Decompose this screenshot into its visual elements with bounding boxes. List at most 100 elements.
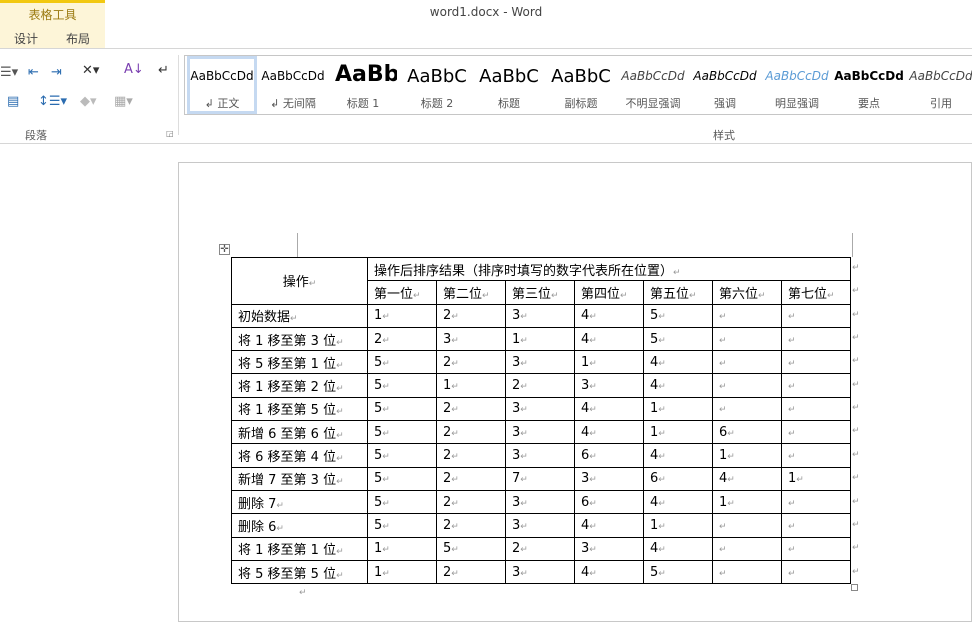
value-cell[interactable]: 2↵ [505, 373, 575, 398]
distribute-icon[interactable]: ▤ [7, 94, 20, 109]
style-heading-1[interactable]: AaBb 标题 1 [335, 62, 397, 110]
style-emphasis[interactable]: AaBbCcDd 强调 [693, 69, 757, 110]
style-quote[interactable]: AaBbCcDd 引用 [909, 69, 972, 110]
value-cell[interactable]: 2↵ [436, 489, 506, 515]
value-cell[interactable]: 6↵ [712, 420, 782, 445]
operation-cell[interactable]: 新增 7 至第 3 位↵ [231, 466, 368, 491]
value-cell[interactable]: 6↵ [574, 443, 644, 468]
value-cell[interactable]: ↵ [781, 303, 851, 328]
value-cell[interactable]: ↵ [712, 396, 782, 422]
operation-cell[interactable]: 将 1 移至第 5 位↵ [231, 396, 368, 422]
value-cell[interactable]: ↵ [712, 536, 782, 561]
value-cell[interactable]: 6↵ [643, 466, 713, 491]
value-cell[interactable]: 2↵ [436, 443, 506, 468]
operation-cell[interactable]: 将 1 移至第 1 位↵ [231, 536, 368, 561]
value-cell[interactable]: 1↵ [712, 489, 782, 515]
style-normal[interactable]: AaBbCcDd ↲ 正文 [187, 56, 257, 114]
value-cell[interactable]: 3↵ [505, 350, 575, 375]
value-cell[interactable]: 5↵ [436, 536, 506, 561]
value-cell[interactable]: 1↵ [367, 536, 437, 561]
value-cell[interactable]: ↵ [781, 420, 851, 445]
value-cell[interactable]: 3↵ [505, 513, 575, 538]
bullets-dropdown-icon[interactable]: ☰▾ [0, 65, 19, 80]
value-cell[interactable]: 2↵ [436, 420, 506, 445]
value-cell[interactable]: 4↵ [643, 350, 713, 375]
value-cell[interactable]: 5↵ [643, 326, 713, 352]
operation-cell[interactable]: 删除 7↵ [231, 489, 368, 515]
shading-icon[interactable]: ◆▾ [80, 94, 97, 109]
operation-cell[interactable]: 新增 6 至第 6 位↵ [231, 420, 368, 445]
value-cell[interactable]: 4↵ [643, 373, 713, 398]
value-cell[interactable]: 4↵ [574, 303, 644, 328]
value-cell[interactable]: ↵ [781, 513, 851, 538]
value-cell[interactable]: ↵ [781, 373, 851, 398]
operation-cell[interactable]: 将 5 移至第 5 位↵ [231, 559, 368, 585]
value-cell[interactable]: 6↵ [574, 489, 644, 515]
line-spacing-icon[interactable]: ↕☰▾ [38, 94, 68, 109]
increase-indent-icon[interactable]: ⇥ [51, 65, 62, 80]
value-cell[interactable]: 5↵ [643, 303, 713, 328]
value-cell[interactable]: 2↵ [436, 396, 506, 422]
value-cell[interactable]: ↵ [712, 350, 782, 375]
value-cell[interactable]: 3↵ [505, 489, 575, 515]
value-cell[interactable]: 4↵ [712, 466, 782, 491]
value-cell[interactable]: 1↵ [643, 513, 713, 538]
value-cell[interactable]: ↵ [712, 326, 782, 352]
value-cell[interactable]: 5↵ [367, 373, 437, 398]
value-cell[interactable]: 4↵ [574, 420, 644, 445]
value-cell[interactable]: ↵ [781, 536, 851, 561]
value-cell[interactable]: 4↵ [574, 326, 644, 352]
value-cell[interactable]: ↵ [712, 373, 782, 398]
value-cell[interactable]: 1↵ [643, 420, 713, 445]
value-cell[interactable]: ↵ [781, 489, 851, 515]
header-position[interactable]: 第二位↵ [436, 280, 506, 305]
style-subtle-emphasis[interactable]: AaBbCcDd 不明显强调 [621, 69, 685, 110]
header-position[interactable]: 第三位↵ [505, 280, 575, 305]
value-cell[interactable]: 3↵ [505, 303, 575, 328]
value-cell[interactable]: 3↵ [574, 536, 644, 561]
value-cell[interactable]: 7↵ [505, 466, 575, 491]
style-strong[interactable]: AaBbCcDd 要点 [834, 69, 904, 110]
value-cell[interactable]: 1↵ [781, 466, 851, 491]
value-cell[interactable]: 2↵ [436, 513, 506, 538]
value-cell[interactable]: 4↵ [643, 536, 713, 561]
value-cell[interactable]: 4↵ [574, 513, 644, 538]
value-cell[interactable]: 5↵ [367, 396, 437, 422]
value-cell[interactable]: 3↵ [505, 396, 575, 422]
value-cell[interactable]: 4↵ [574, 559, 644, 585]
operation-cell[interactable]: 删除 6↵ [231, 513, 368, 538]
sort-icon[interactable]: A↓ [124, 62, 144, 77]
value-cell[interactable]: ↵ [781, 396, 851, 422]
value-cell[interactable]: ↵ [712, 303, 782, 328]
operation-cell[interactable]: 将 6 移至第 4 位↵ [231, 443, 368, 468]
value-cell[interactable]: 3↵ [505, 443, 575, 468]
value-cell[interactable]: 4↵ [574, 396, 644, 422]
header-position[interactable]: 第四位↵ [574, 280, 644, 305]
value-cell[interactable]: 5↵ [367, 443, 437, 468]
style-title[interactable]: AaBbC 标题 [479, 66, 539, 110]
value-cell[interactable]: 2↵ [436, 350, 506, 375]
style-subtitle[interactable]: AaBbC 副标题 [551, 66, 611, 110]
value-cell[interactable]: 1↵ [367, 559, 437, 585]
value-cell[interactable]: 3↵ [574, 466, 644, 491]
value-cell[interactable]: 1↵ [712, 443, 782, 468]
header-result[interactable]: 操作后排序结果（排序时填写的数字代表所在位置）↵ [367, 256, 851, 282]
table-move-handle-icon[interactable]: ✛ [219, 244, 230, 255]
header-position[interactable]: 第六位↵ [712, 280, 782, 305]
show-marks-icon[interactable]: ↵ [158, 63, 169, 78]
operation-cell[interactable]: 将 1 移至第 3 位↵ [231, 326, 368, 352]
style-intense-emphasis[interactable]: AaBbCcDd 明显强调 [765, 69, 829, 110]
value-cell[interactable]: ↵ [781, 559, 851, 585]
value-cell[interactable]: 1↵ [505, 326, 575, 352]
operation-cell[interactable]: 将 5 移至第 1 位↵ [231, 350, 368, 375]
value-cell[interactable]: 3↵ [436, 326, 506, 352]
style-heading-2[interactable]: AaBbC 标题 2 [407, 66, 467, 110]
value-cell[interactable]: 1↵ [574, 350, 644, 375]
value-cell[interactable]: 5↵ [367, 489, 437, 515]
value-cell[interactable]: 5↵ [643, 559, 713, 585]
operation-cell[interactable]: 将 1 移至第 2 位↵ [231, 373, 368, 398]
value-cell[interactable]: 2↵ [367, 326, 437, 352]
value-cell[interactable]: 1↵ [436, 373, 506, 398]
value-cell[interactable]: 5↵ [367, 466, 437, 491]
table-resize-handle[interactable] [851, 584, 858, 591]
